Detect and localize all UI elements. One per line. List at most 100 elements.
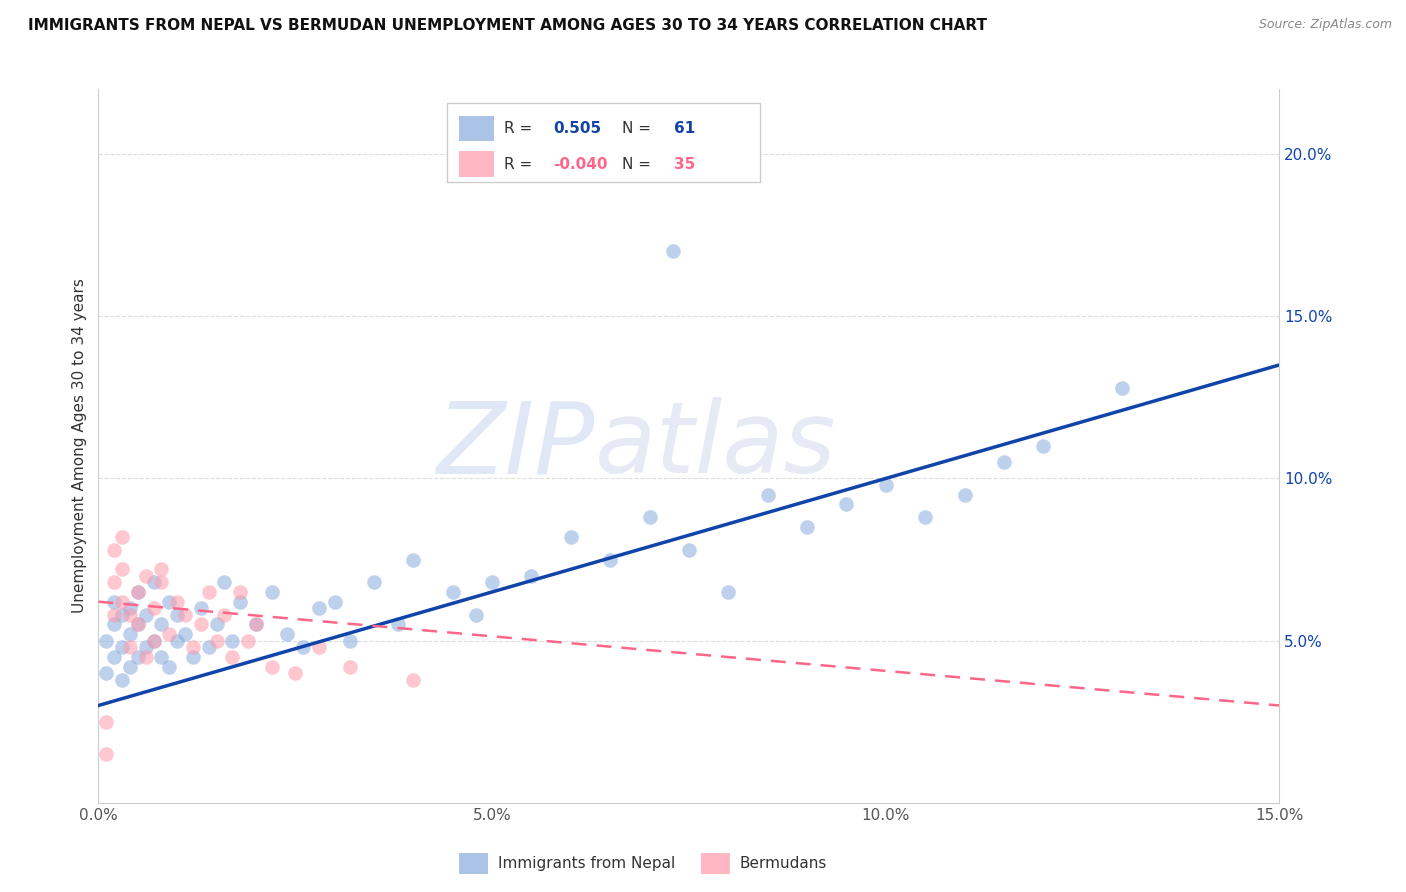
Point xyxy=(190,601,212,615)
Point xyxy=(103,649,125,664)
Point xyxy=(214,607,236,622)
Text: N =: N = xyxy=(621,121,655,136)
Point xyxy=(118,640,141,654)
Point xyxy=(308,601,330,615)
Point xyxy=(276,627,298,641)
Point xyxy=(214,575,236,590)
Point xyxy=(560,530,582,544)
Point xyxy=(142,601,165,615)
Point xyxy=(181,640,204,654)
Text: 61: 61 xyxy=(673,121,695,136)
Point xyxy=(993,455,1015,469)
Point xyxy=(96,666,118,681)
Point xyxy=(103,542,125,557)
Point xyxy=(465,607,488,622)
Point xyxy=(441,585,464,599)
Point xyxy=(174,607,197,622)
Point xyxy=(229,585,252,599)
Point xyxy=(157,659,180,673)
Point xyxy=(339,633,361,648)
Point xyxy=(197,640,219,654)
Point xyxy=(953,488,976,502)
Point xyxy=(96,714,118,729)
Point xyxy=(481,575,503,590)
Point xyxy=(387,617,409,632)
Point xyxy=(111,607,134,622)
Point xyxy=(142,633,165,648)
Point xyxy=(835,497,858,511)
Y-axis label: Unemployment Among Ages 30 to 34 years: Unemployment Among Ages 30 to 34 years xyxy=(72,278,87,614)
Point xyxy=(756,488,779,502)
Point xyxy=(260,659,283,673)
Point xyxy=(118,627,141,641)
Point xyxy=(135,568,157,582)
Point xyxy=(197,585,219,599)
Point xyxy=(111,562,134,576)
Text: N =: N = xyxy=(621,157,655,171)
Point xyxy=(127,585,149,599)
Point xyxy=(308,640,330,654)
Point xyxy=(127,585,149,599)
FancyBboxPatch shape xyxy=(700,853,730,874)
Point xyxy=(245,617,267,632)
Text: -0.040: -0.040 xyxy=(553,157,607,171)
Point xyxy=(638,510,661,524)
Point xyxy=(127,649,149,664)
FancyBboxPatch shape xyxy=(458,116,494,141)
Point xyxy=(221,633,243,648)
Point xyxy=(96,747,118,761)
Point xyxy=(323,595,346,609)
Point xyxy=(402,552,425,566)
Point xyxy=(103,595,125,609)
Point xyxy=(402,673,425,687)
Text: Source: ZipAtlas.com: Source: ZipAtlas.com xyxy=(1258,18,1392,31)
Point xyxy=(229,595,252,609)
Text: R =: R = xyxy=(503,157,537,171)
Point xyxy=(111,640,134,654)
Point xyxy=(150,562,173,576)
Point xyxy=(599,552,621,566)
Point xyxy=(135,649,157,664)
Text: R =: R = xyxy=(503,121,537,136)
Point xyxy=(875,478,897,492)
Point xyxy=(135,640,157,654)
Text: Immigrants from Nepal: Immigrants from Nepal xyxy=(498,856,675,871)
FancyBboxPatch shape xyxy=(447,103,759,182)
Point xyxy=(166,607,188,622)
Point xyxy=(96,633,118,648)
Point xyxy=(1111,381,1133,395)
Point xyxy=(157,595,180,609)
Point xyxy=(339,659,361,673)
Point xyxy=(284,666,307,681)
Point xyxy=(118,601,141,615)
Point xyxy=(181,649,204,664)
Point xyxy=(166,633,188,648)
Point xyxy=(678,542,700,557)
Point xyxy=(103,575,125,590)
Point xyxy=(221,649,243,664)
Point xyxy=(236,633,259,648)
Point xyxy=(914,510,936,524)
Point xyxy=(142,633,165,648)
Point xyxy=(118,607,141,622)
FancyBboxPatch shape xyxy=(458,853,488,874)
Point xyxy=(796,520,818,534)
Text: Bermudans: Bermudans xyxy=(740,856,827,871)
Point xyxy=(717,585,740,599)
Point xyxy=(103,607,125,622)
Point xyxy=(260,585,283,599)
Text: IMMIGRANTS FROM NEPAL VS BERMUDAN UNEMPLOYMENT AMONG AGES 30 TO 34 YEARS CORRELA: IMMIGRANTS FROM NEPAL VS BERMUDAN UNEMPL… xyxy=(28,18,987,33)
Point xyxy=(205,617,228,632)
Point xyxy=(520,568,543,582)
FancyBboxPatch shape xyxy=(458,152,494,177)
Point xyxy=(1032,439,1054,453)
Point xyxy=(150,575,173,590)
Point xyxy=(111,530,134,544)
Point xyxy=(127,617,149,632)
Point xyxy=(150,617,173,632)
Point xyxy=(174,627,197,641)
Point xyxy=(118,659,141,673)
Point xyxy=(166,595,188,609)
Point xyxy=(245,617,267,632)
Point xyxy=(142,575,165,590)
